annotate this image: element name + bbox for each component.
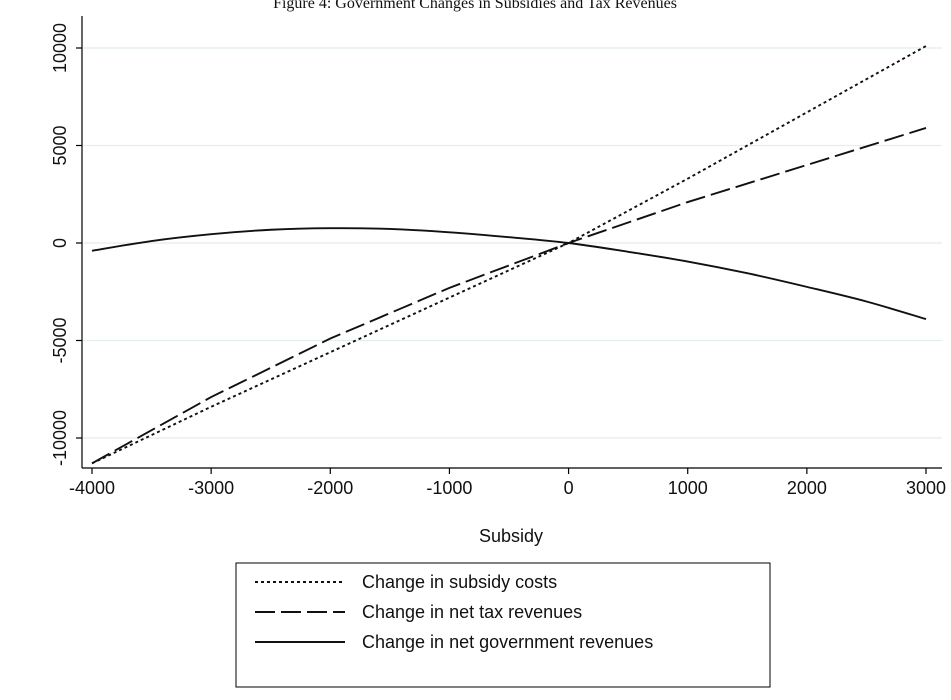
y-tick-label-0: -10000 <box>50 410 70 466</box>
y-ticks: -10000 -5000 0 5000 10000 <box>50 23 82 466</box>
x-axis-title: Subsidy <box>479 526 543 546</box>
y-tick-label-4: 10000 <box>50 23 70 73</box>
y-tick-label-2: 0 <box>50 238 70 248</box>
legend-label-2: Change in net government revenues <box>362 632 653 652</box>
x-tick-label-3: -1000 <box>426 478 472 498</box>
legend-items: Change in subsidy costs Change in net tax… <box>255 572 653 652</box>
x-tick-label-4: 0 <box>564 478 574 498</box>
x-ticks: -4000 -3000 -2000 -1000 0 1000 2000 3000 <box>69 468 946 498</box>
series-line-0 <box>91 45 927 465</box>
axes <box>81 16 942 469</box>
legend-label-1: Change in net tax revenues <box>362 602 582 622</box>
legend-box <box>235 562 771 688</box>
x-tick-label-5: 1000 <box>668 478 708 498</box>
x-tick-label-6: 2000 <box>787 478 827 498</box>
x-tick-label-2: -2000 <box>307 478 353 498</box>
x-tick-label-7: 3000 <box>906 478 946 498</box>
x-tick-label-1: -3000 <box>188 478 234 498</box>
grid-lines <box>83 47 942 439</box>
y-tick-label-1: -5000 <box>50 317 70 363</box>
legend: Change in subsidy costs Change in net tax… <box>235 562 771 688</box>
series-group <box>91 45 927 465</box>
series-line-1 <box>91 127 927 465</box>
legend-label-0: Change in subsidy costs <box>362 572 557 592</box>
x-tick-label-0: -4000 <box>69 478 115 498</box>
figure-caption: Figure 4: Government Changes in Subsidie… <box>273 0 677 12</box>
y-tick-label-3: 5000 <box>50 125 70 165</box>
series-line-2 <box>91 227 927 320</box>
